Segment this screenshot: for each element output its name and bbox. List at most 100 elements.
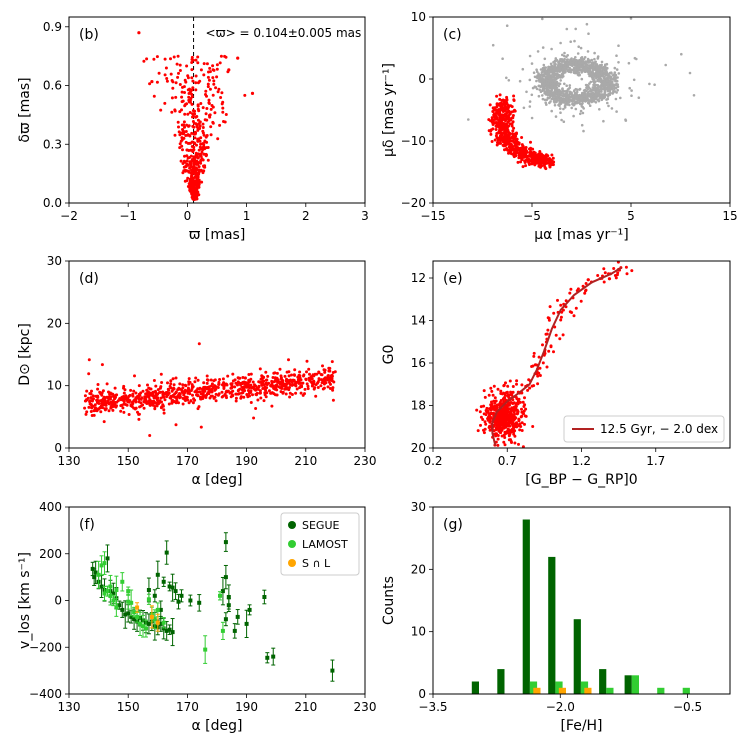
stream-star-point — [511, 145, 515, 149]
star-point — [169, 379, 173, 383]
field-star-point — [592, 83, 596, 86]
stream-star-point — [488, 103, 492, 107]
star-point — [183, 112, 187, 116]
star-point — [331, 398, 335, 402]
star-point — [216, 137, 220, 141]
field-star-point — [610, 77, 613, 81]
star-point — [219, 96, 223, 99]
velocity-point — [105, 556, 110, 561]
field-star-point — [598, 64, 602, 67]
star-point — [205, 393, 208, 397]
field-star-point — [580, 65, 584, 69]
field-star-point — [617, 72, 621, 75]
field-star-point — [558, 66, 562, 69]
field-star-point — [595, 76, 598, 80]
star-point — [213, 378, 217, 382]
velocity-point — [126, 599, 131, 604]
star-point — [108, 392, 112, 396]
stream-star-point — [495, 125, 499, 128]
field-star-point — [581, 93, 585, 96]
y-tick-label: −400 — [29, 687, 62, 701]
field-star-point — [600, 71, 603, 75]
velocity-point — [105, 589, 110, 594]
stream-star-point — [505, 136, 509, 140]
field-star-point — [505, 76, 508, 80]
star-point — [182, 120, 186, 124]
star-point — [211, 121, 215, 125]
star-point — [207, 78, 211, 82]
stream-star-point — [500, 116, 503, 120]
star-point — [602, 280, 606, 284]
field-star-point — [538, 88, 541, 91]
field-star-point — [587, 32, 590, 35]
star-point — [185, 179, 189, 183]
field-star-point — [579, 46, 583, 50]
star-point — [90, 389, 93, 393]
star-point — [208, 87, 212, 91]
stream-star-point — [497, 120, 501, 123]
star-point — [547, 349, 551, 353]
star-point — [511, 385, 515, 388]
field-star-point — [567, 100, 571, 104]
star-point — [201, 148, 205, 152]
field-star-point — [630, 89, 633, 92]
velocity-point — [146, 621, 151, 626]
field-star-point — [587, 90, 590, 94]
star-point — [613, 274, 617, 277]
field-star-point — [627, 61, 631, 65]
field-star-point — [585, 83, 589, 87]
star-point — [500, 417, 504, 421]
star-point — [87, 358, 91, 362]
star-point — [195, 179, 199, 183]
stream-star-point — [489, 132, 493, 136]
field-star-point — [572, 66, 576, 70]
star-point — [483, 427, 487, 431]
x-tick-label: 3 — [361, 209, 369, 223]
star-point — [107, 409, 111, 413]
star-point — [195, 184, 199, 188]
field-star-point — [561, 87, 564, 91]
star-point — [327, 369, 331, 373]
star-point — [274, 376, 278, 380]
star-point — [198, 139, 202, 143]
star-point — [203, 389, 207, 393]
star-point — [210, 390, 214, 394]
field-star-point — [635, 57, 638, 61]
stream-star-point — [510, 105, 514, 109]
star-point — [122, 386, 125, 390]
star-point — [515, 425, 519, 429]
star-point — [151, 394, 155, 398]
field-star-point — [575, 101, 579, 105]
star-point — [476, 429, 480, 433]
star-point — [113, 401, 117, 404]
star-point — [531, 364, 535, 368]
star-point — [482, 404, 486, 408]
star-point — [332, 380, 336, 384]
star-point — [201, 131, 205, 135]
star-point — [195, 393, 198, 397]
star-point — [257, 385, 261, 388]
star-point — [168, 384, 172, 388]
legend-box — [280, 512, 360, 576]
star-point — [99, 410, 103, 414]
field-star-point — [574, 107, 578, 111]
field-star-point — [547, 67, 551, 71]
field-star-point — [578, 102, 582, 106]
field-star-point — [535, 70, 539, 73]
star-point — [516, 401, 520, 405]
star-point — [330, 377, 334, 380]
star-point — [492, 384, 496, 388]
star-point — [167, 402, 171, 406]
star-point — [179, 139, 183, 143]
velocity-point — [138, 621, 142, 626]
star-point — [190, 131, 194, 135]
stream-star-point — [510, 124, 514, 128]
stream-star-point — [494, 128, 498, 131]
x-tick-label: 150 — [117, 700, 140, 714]
stream-star-point — [494, 134, 498, 138]
star-point — [125, 403, 129, 407]
stream-star-point — [514, 154, 518, 158]
histogram-bar — [533, 687, 541, 694]
star-point — [231, 379, 235, 383]
field-star-point — [574, 60, 578, 64]
